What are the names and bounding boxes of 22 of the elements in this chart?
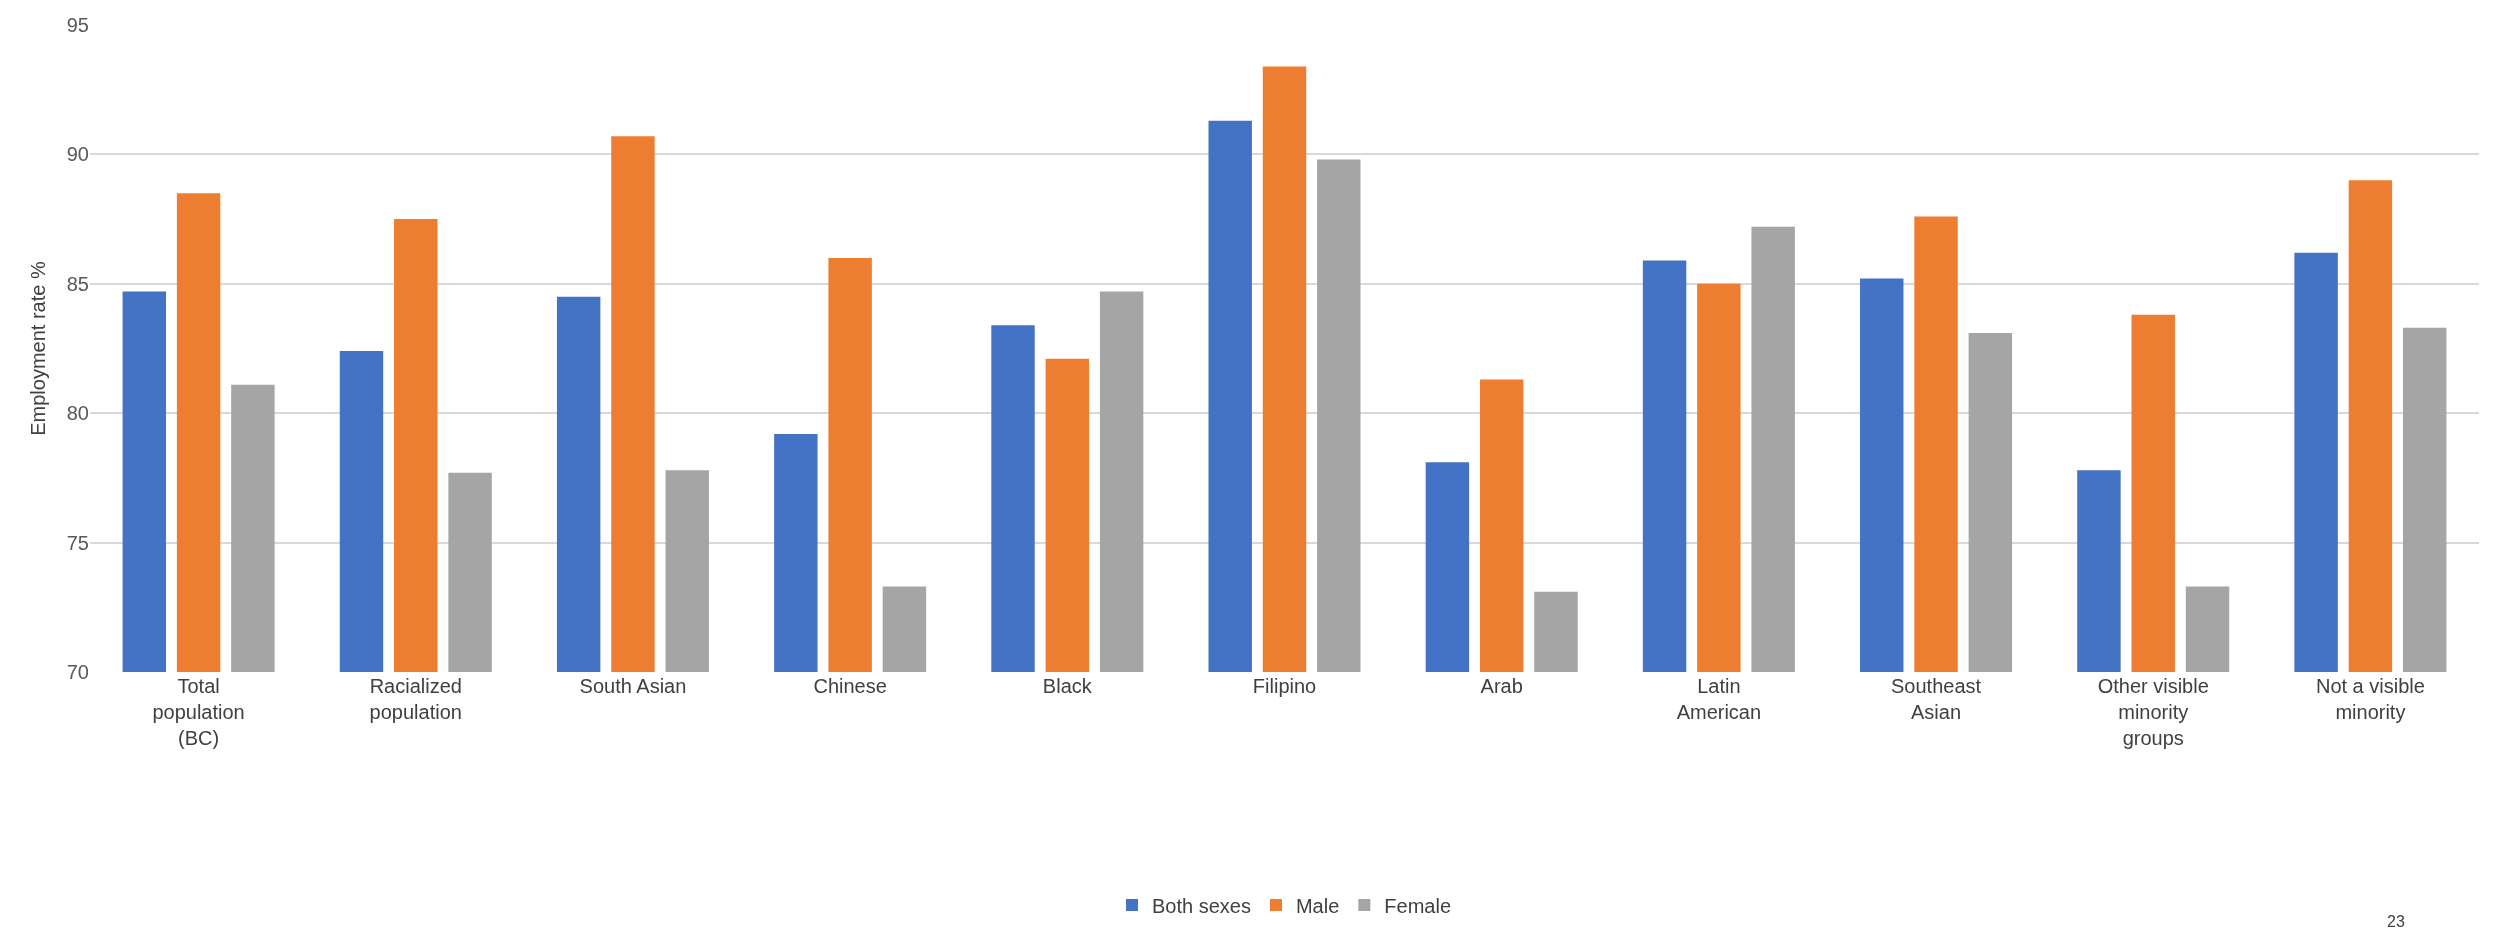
y-tick-label: 80 xyxy=(66,402,89,425)
legend-label: Both sexes xyxy=(1152,894,1251,917)
x-tick-label: Racialized population xyxy=(369,675,462,723)
y-axis-title: Employment rate % xyxy=(27,261,50,436)
y-tick-label: 70 xyxy=(66,661,89,683)
x-tick-label: Latin American xyxy=(1676,675,1762,723)
y-tick-label: 90 xyxy=(66,143,89,166)
x-tick-label: Arab xyxy=(1480,675,1523,697)
x-tick-label: Not a visible minority xyxy=(2315,675,2425,723)
y-tick-label: 85 xyxy=(66,272,89,295)
x-tick-label: South Asian xyxy=(579,675,687,697)
x-tick-label: Chinese xyxy=(813,675,887,697)
legend-label: Male xyxy=(1295,894,1340,917)
x-tick-label: Filipino xyxy=(1252,675,1317,697)
x-tick-label: Other visible minority groups xyxy=(2097,675,2209,749)
x-tick-label: Black xyxy=(1042,675,1093,697)
text: 23 xyxy=(2387,913,2405,930)
legend-label: Female xyxy=(1384,894,1452,917)
y-tick-label: 95 xyxy=(66,14,89,36)
y-tick-label: 75 xyxy=(66,531,89,554)
x-tick-label: Southeast Asian xyxy=(1891,675,1982,723)
x-tick-label: Total population (BC) xyxy=(152,675,245,749)
